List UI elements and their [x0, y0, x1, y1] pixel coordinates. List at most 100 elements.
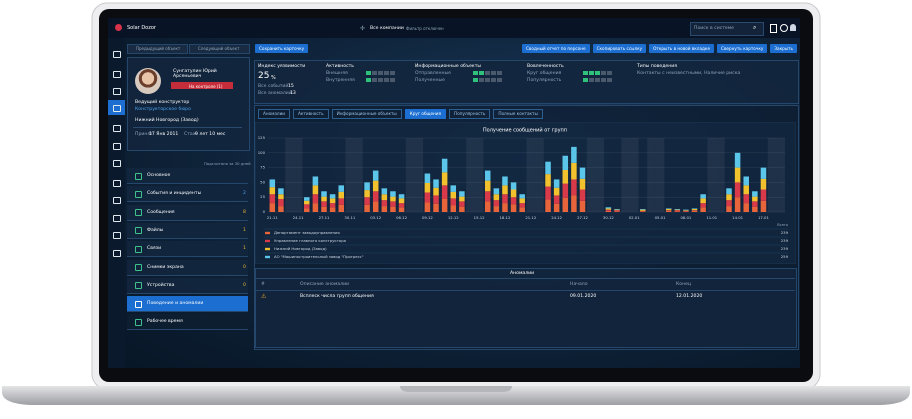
tab[interactable]: Круг общения: [404, 109, 447, 119]
menu-item[interactable]: [127, 277, 248, 294]
bar-segment: [691, 210, 698, 212]
toolbar-button[interactable]: Свернуть карточку: [717, 44, 768, 53]
position: Ведущий конструктор: [135, 100, 190, 105]
rail-icon[interactable]: [113, 105, 121, 112]
empty-day-shade: [776, 138, 785, 212]
empty-day-shade: [629, 138, 639, 212]
legend-title: Всего: [777, 223, 788, 227]
level-square: [595, 71, 600, 75]
toolbar-button[interactable]: Скопировать ссылку: [592, 44, 647, 53]
level-square: [372, 78, 377, 82]
menu-item[interactable]: [127, 296, 248, 313]
bar-segment: [510, 182, 517, 190]
empty-day-shade: [535, 138, 544, 212]
department[interactable]: Конструкторское бюро: [135, 107, 191, 112]
bar-segment: [674, 209, 681, 210]
hired-label: Принят: [135, 132, 153, 137]
rail-icon[interactable]: [113, 125, 121, 132]
prev-button[interactable]: [127, 44, 188, 54]
bar-segment: [390, 191, 396, 197]
next-button[interactable]: [189, 44, 250, 54]
bar-segment: [278, 194, 284, 199]
bar-segment: [321, 206, 327, 212]
menu-icon: [135, 318, 142, 326]
y-tick-label: 25: [260, 194, 265, 199]
menu-item[interactable]: [127, 204, 248, 221]
bar-segment: [502, 194, 508, 204]
menu-count: 2: [243, 191, 246, 197]
toolbar-button[interactable]: Сводный отчет по персоне: [522, 44, 590, 53]
bar-segment: [321, 191, 327, 197]
rail-icon[interactable]: [113, 250, 121, 257]
status-badge: [171, 82, 233, 89]
bar-segment: [390, 206, 396, 212]
tab[interactable]: Популярность: [449, 109, 491, 119]
bar-segment: [329, 207, 336, 212]
menu-item[interactable]: [127, 314, 248, 331]
bar-segment: [364, 190, 370, 198]
bar-segment: [562, 169, 569, 184]
menu-item[interactable]: [127, 168, 248, 184]
menu-item[interactable]: [127, 259, 248, 276]
tab[interactable]: Полные контакты: [493, 109, 543, 119]
rail-icon[interactable]: [113, 197, 121, 204]
bar-segment: [553, 195, 560, 204]
save-button[interactable]: Сохранить карточку: [255, 44, 309, 53]
group-row-label: Внутренняя: [326, 78, 355, 83]
menu-item[interactable]: [127, 241, 248, 258]
bar-segment: [726, 206, 732, 212]
empty-day-shade: [655, 138, 665, 212]
level-indicator: [583, 78, 613, 82]
empty-day-shade: [621, 138, 630, 212]
bar-segment: [441, 172, 448, 186]
screen: Solar Dozor ✢ Все компании Фильтр отключ…: [108, 18, 800, 368]
scope-icon: ✢: [360, 25, 366, 32]
bar-segment: [398, 194, 405, 199]
bar-segment: [484, 170, 491, 181]
tab[interactable]: Активность: [293, 109, 329, 119]
column-header: #: [261, 282, 265, 287]
product-name: Solar Dozor: [127, 25, 156, 31]
menu-icon: [135, 209, 142, 217]
tab[interactable]: Информационные объекты: [331, 109, 402, 119]
bar-segment: [579, 167, 586, 179]
rail-icon[interactable]: [113, 180, 121, 187]
period: Подсчитано за 30 дней: [204, 161, 251, 166]
rail-icon[interactable]: [113, 160, 121, 167]
level-square: [589, 78, 594, 82]
bar-segment: [441, 198, 448, 212]
bar-segment: [752, 206, 758, 212]
bar-segment: [381, 200, 388, 207]
bar-segment: [760, 189, 767, 201]
toolbar-button[interactable]: Открыть в новой вкладке: [649, 44, 715, 53]
bar-segment: [726, 194, 732, 201]
search-icon[interactable]: ⌕: [753, 24, 757, 31]
search-box[interactable]: [690, 22, 764, 36]
column-header: Начало: [570, 282, 588, 287]
rail-icon[interactable]: [113, 88, 121, 95]
bar-segment: [665, 210, 672, 212]
help-icon[interactable]: [780, 24, 788, 32]
scope[interactable]: Все компании: [370, 25, 404, 31]
rail-icon[interactable]: [113, 51, 121, 58]
bar-segment: [571, 162, 577, 180]
tab[interactable]: Аномалии: [258, 109, 291, 119]
bar-segment: [450, 185, 457, 192]
menu-item[interactable]: [127, 222, 248, 239]
bar-segment: [545, 161, 551, 175]
rail-icon[interactable]: [113, 143, 121, 150]
user-icon[interactable]: [790, 24, 796, 31]
bar-segment: [743, 194, 749, 204]
bar-segment: [752, 201, 758, 207]
divider: [133, 127, 242, 128]
rail-icon[interactable]: [113, 71, 121, 78]
toolbar-button[interactable]: Закрыть: [770, 44, 797, 53]
menu-item[interactable]: [127, 186, 248, 203]
bar-segment: [493, 200, 500, 207]
bar-segment: [700, 198, 706, 204]
menu: Основное События и инциденты 2 Сообщения 8 Фа…: [127, 168, 248, 348]
rail-icon[interactable]: [113, 215, 121, 222]
doc-icon[interactable]: [770, 24, 777, 33]
bar-segment: [433, 195, 439, 204]
rail-icon[interactable]: [113, 232, 121, 239]
